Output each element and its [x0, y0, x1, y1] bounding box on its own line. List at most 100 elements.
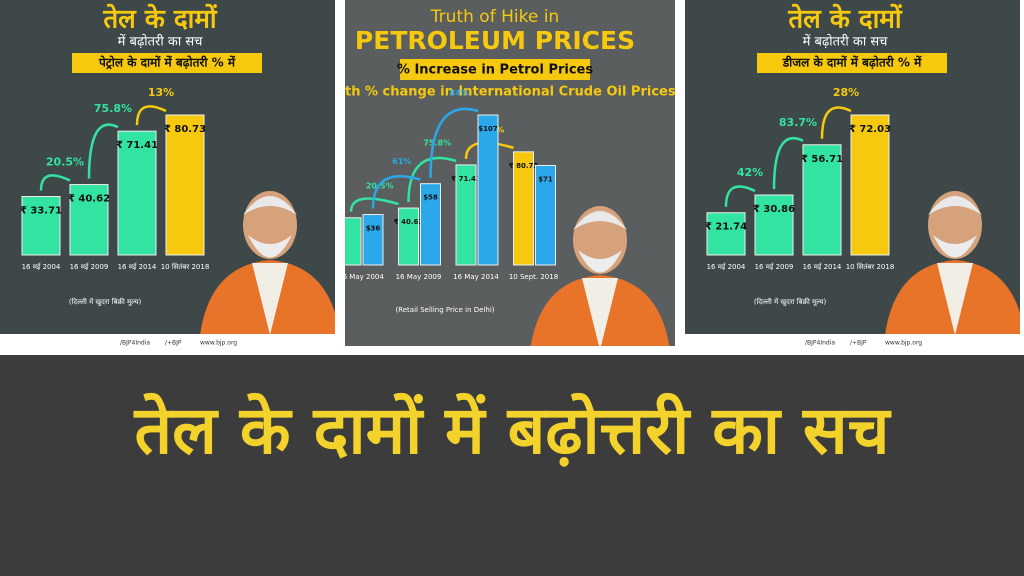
photo-shirt: [582, 278, 618, 346]
change-label: 83.7%: [779, 116, 817, 129]
bar: [706, 212, 746, 256]
note: (दिल्ली में खुदरा बिक्री मूल्य): [754, 297, 827, 306]
chart-title: तेल के दामों: [787, 4, 903, 35]
value-label: ₹ 40.62: [394, 218, 424, 226]
change-label: 61%: [392, 157, 411, 166]
panel: तेल के दामोंमें बढ़ोतरी का सच डीजल के दाम…: [685, 0, 1020, 352]
change-label: 13%: [148, 86, 174, 99]
photo-shirt: [937, 263, 973, 335]
change-label: 28%: [833, 86, 859, 99]
footer-link: /+BJP: [850, 340, 867, 347]
chart-label: % Increase in Petrol Prices: [397, 63, 593, 78]
note: (दिल्ली में खुदरा बिक्री मूल्य): [69, 297, 142, 306]
change-label: 84%: [450, 89, 469, 98]
bar: [420, 183, 441, 266]
value-label: ₹ 56.71: [801, 154, 843, 165]
photo-hair: [573, 211, 627, 230]
chart-label: पेट्रोल के दामों में बढ़ोतरी % में: [98, 56, 236, 70]
photo-hair: [928, 196, 982, 215]
value-label: ₹ 80.73: [164, 124, 206, 135]
change-arrow: [724, 185, 756, 207]
value-label: $36: [366, 225, 381, 233]
footer-strip: [0, 334, 335, 352]
x-tick-label: 16 मई 2004: [22, 262, 61, 271]
change-arrow: [429, 107, 479, 178]
change-arrow: [407, 156, 457, 203]
footer-link: /BJP4India: [805, 340, 835, 347]
change-label: 75.8%: [423, 138, 451, 147]
value-label: ₹ 21.74: [705, 222, 747, 233]
bar: [21, 196, 61, 256]
value-label: $71: [538, 175, 553, 183]
change-arrow: [87, 123, 119, 179]
value-label: ₹ 72.03: [849, 124, 891, 135]
x-tick-label: 16 May 2004: [345, 273, 384, 281]
change-label: 42%: [737, 166, 763, 179]
chart-title: तेल के दामों: [102, 4, 218, 35]
note: (Retail Selling Price in Delhi): [395, 306, 494, 314]
bar: [513, 151, 534, 266]
bar: [117, 130, 157, 256]
change-arrow: [349, 197, 399, 212]
bar: [165, 114, 205, 256]
panel: तेल के दामोंमें बढ़ोतरी का सच पेट्रोल के …: [0, 0, 335, 352]
label-box: [72, 53, 262, 73]
footer-link: www.bjp.org: [200, 340, 237, 347]
banner-text: तेल के दामों में बढ़ोत्तरी का सच: [134, 392, 890, 469]
footer-link: /+BJP: [165, 340, 182, 347]
bar: [802, 144, 842, 256]
bar: [362, 214, 384, 266]
value-label: $58: [423, 194, 438, 202]
x-tick-label: 16 May 2014: [453, 273, 499, 281]
footer-link: www.bjp.org: [885, 340, 922, 347]
x-tick-label: 10 Sept. 2018: [509, 273, 558, 281]
photo-beard: [578, 250, 622, 273]
chart-label-2: th % change in International Crude Oil P…: [345, 85, 675, 100]
chart-label: डीजल के दामों में बढ़ोतरी % में: [782, 56, 923, 70]
label-box: [757, 53, 947, 73]
change-arrow: [772, 136, 804, 190]
x-tick-label: 16 May 2009: [396, 273, 442, 281]
photo-hair: [243, 196, 297, 215]
value-label: ₹ 80.73: [509, 162, 539, 170]
x-tick-label: 16 मई 2004: [707, 262, 746, 271]
x-tick-label: 16 मई 2014: [803, 262, 842, 271]
banner: तेल के दामों में बढ़ोत्तरी का सच: [0, 355, 1024, 576]
chart-subtitle: में बढ़ोतरी का सच: [803, 34, 889, 50]
chart-title: Truth of Hike in: [430, 7, 559, 27]
bar: [477, 114, 499, 266]
chart-subtitle: में बढ़ोतरी का सच: [118, 34, 204, 50]
change-label: 75.8%: [94, 102, 132, 115]
bar: [398, 207, 419, 266]
footer-link: /BJP4India: [120, 340, 150, 347]
change-arrow: [39, 174, 71, 191]
value-label: ₹ 71.41: [451, 175, 481, 183]
x-tick-label: 16 मई 2009: [70, 262, 109, 271]
chart-subtitle: PETROLEUM PRICES: [355, 26, 635, 55]
photo-shirt: [252, 263, 288, 335]
bar: [850, 114, 890, 256]
change-arrow: [371, 175, 421, 209]
photo-beard: [933, 235, 977, 258]
value-label: ₹ 30.86: [753, 204, 795, 215]
x-tick-label: 16 मई 2014: [118, 262, 157, 271]
change-arrow: [820, 106, 852, 139]
change-arrow: [135, 105, 167, 126]
x-tick-label: 10 सितंबर 2018: [846, 262, 895, 271]
value-label: ₹ 40.62: [68, 194, 110, 205]
x-tick-label: 10 सितंबर 2018: [161, 262, 210, 271]
value-label: ₹ 33.71: [20, 206, 62, 217]
bar: [754, 194, 794, 256]
value-label: ₹ 71.41: [116, 140, 158, 151]
bar: [535, 164, 556, 266]
label-box: [400, 59, 590, 80]
change-label: 20.5%: [46, 156, 84, 169]
bar: [455, 164, 477, 266]
bar: [345, 217, 362, 266]
bar: [69, 184, 109, 256]
footer-strip: [685, 334, 1020, 352]
value-label: $107: [478, 125, 498, 133]
photo-beard: [248, 235, 292, 258]
